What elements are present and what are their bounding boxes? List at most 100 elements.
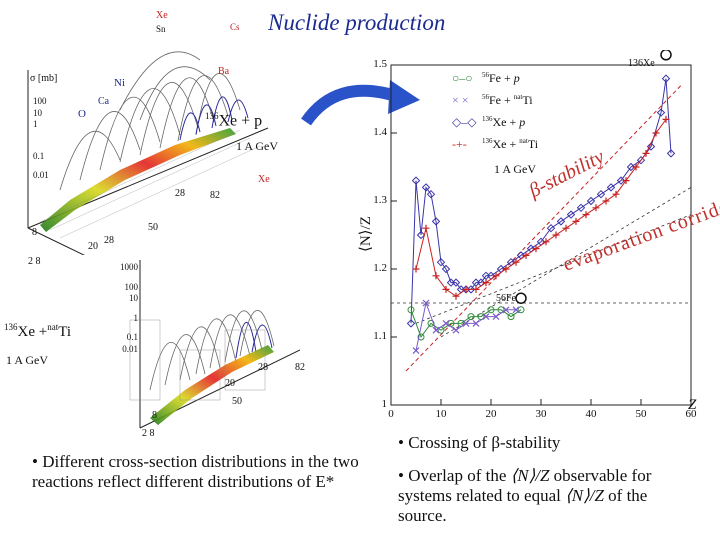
point-Xe+natTi: [532, 245, 540, 253]
point-Xe+p: [646, 142, 656, 151]
point-Xe+natTi: [642, 149, 650, 157]
point-Xe+natTi: [482, 279, 490, 287]
top-energy-label: 1 A GeV: [236, 139, 278, 153]
sigma-axis-title: σ [mb]: [30, 73, 58, 84]
xe136-marker: [660, 50, 672, 61]
top-z-tick-50: 50: [148, 222, 158, 233]
label-ni: Ni: [114, 77, 125, 89]
point-Xe+p: [436, 257, 446, 267]
point-Xe+p: [606, 183, 616, 192]
point-Xe+p: [586, 196, 596, 206]
chart-axes: [390, 64, 692, 406]
bottom-n-tick-28: 28: [258, 362, 268, 373]
y-tick-label: 1.3: [373, 194, 387, 206]
top-base-tick-8: 8: [32, 227, 37, 238]
grey-isotope-curves-2: [149, 310, 275, 391]
fe56-marker: [515, 292, 527, 304]
point-Xe+natTi: [552, 231, 560, 239]
point-Fe+p: [487, 306, 495, 314]
y-tick-label: 1.1: [373, 330, 387, 342]
top-n-tick-28: 28: [175, 188, 185, 199]
point-Fe+p: [417, 333, 425, 341]
point-Xe+natTi: [612, 190, 620, 198]
x-axis-title: Z: [688, 397, 697, 413]
point-Fe+natTi: [432, 326, 440, 334]
point-Fe+natTi: [442, 319, 450, 327]
label-xe-bottom: Xe: [258, 174, 270, 185]
point-Xe+natTi: [632, 163, 640, 171]
cross-section-heatmap: [40, 128, 236, 232]
x-tick-label: 10: [435, 408, 447, 420]
point-Fe+natTi: [472, 319, 480, 327]
point-Xe+p: [406, 319, 416, 328]
point-Xe+p: [626, 162, 636, 172]
y-tick-label: 1.4: [373, 126, 387, 138]
top-base-tick-20: 20: [88, 241, 98, 252]
point-Xe+p: [661, 74, 671, 83]
point-Xe+natTi: [442, 285, 450, 293]
x-tick-label: 60: [685, 408, 697, 420]
point-Xe+p: [426, 189, 436, 199]
point-Xe+natTi: [662, 115, 670, 123]
n-over-z-chart: [390, 50, 692, 406]
bullet-right-crossing: • Crossing of β-stability: [398, 433, 561, 452]
corridor-lower: [440, 187, 692, 338]
label-ba: Ba: [218, 66, 230, 77]
point-Xe+natTi: [562, 224, 570, 232]
point-Fe+natTi: [482, 313, 490, 321]
corridor-upper: [415, 214, 692, 324]
grey-isotope-curves: [59, 51, 241, 191]
point-Xe+natTi: [592, 204, 600, 212]
top-y-ticks: 100 10 1 0.1 0.01: [33, 96, 49, 181]
slide-title: Nuclide production: [268, 10, 446, 35]
point-Xe+natTi: [462, 285, 470, 293]
bottom-base-tick-8: 8: [152, 410, 157, 421]
point-Xe+natTi: [512, 258, 520, 266]
point-Xe+natTi: [472, 285, 480, 293]
point-Xe+p: [666, 149, 676, 158]
y-axis-title: ⟨N⟩/Z: [358, 216, 374, 252]
bullet-left: • Different cross-section distributions …: [32, 452, 359, 491]
point-Xe+p: [566, 210, 576, 219]
point-Xe+p: [431, 217, 441, 226]
point-Fe+natTi: [492, 313, 500, 321]
x-tick-label: 40: [585, 408, 597, 420]
point-Fe+p: [507, 313, 515, 321]
legend-item-fe-p: ○–○ 56Fe + p: [452, 71, 520, 85]
fe56-marker-label: 56Fe: [496, 293, 516, 304]
xe-ti-3d-plot: [129, 260, 300, 429]
floor-axes-2: [139, 260, 300, 429]
series-line-Xe+natTi: [415, 119, 667, 297]
label-o: O: [78, 108, 86, 120]
point-Xe+p: [556, 217, 566, 226]
point-Xe+p: [451, 278, 461, 287]
point-Xe+natTi: [622, 177, 630, 185]
chart-legend: ○–○ 56Fe + p × × 56Fe + natTi ◇–◇ 136Xe + p…: [452, 66, 572, 154]
point-Fe+p: [407, 306, 415, 314]
y-tick-label: 1.5: [373, 58, 387, 70]
point-Fe+natTi: [422, 299, 430, 307]
curved-arrow: [301, 80, 420, 126]
cross-section-heatmap-2: [150, 345, 274, 425]
point-Xe+p: [656, 108, 666, 117]
point-Fe+natTi: [462, 319, 470, 327]
point-Fe+p: [517, 306, 525, 314]
point-Xe+p: [576, 203, 586, 213]
x-tick-label: 0: [388, 408, 394, 420]
xe136-marker-label: 136Xe: [628, 58, 655, 69]
x-tick-label: 30: [535, 408, 547, 420]
x-tick-label: 50: [635, 408, 647, 420]
grid-bars: [129, 319, 266, 401]
legend-item-fe-ti: × × 56Fe + natTi: [452, 93, 533, 107]
legend-item-xe-p: ◇–◇ 136Xe + p: [452, 115, 526, 129]
bottom-energy-label: 1 A GeV: [6, 353, 48, 367]
point-Xe+p: [596, 189, 606, 199]
point-Xe+p: [616, 176, 626, 185]
y-tick-label: 1.2: [373, 262, 387, 274]
point-Fe+p: [467, 313, 475, 321]
point-Xe+p: [421, 183, 431, 192]
bottom-z-tick-20: 20: [225, 378, 235, 389]
point-Xe+p: [466, 285, 476, 294]
bottom-y-ticks: 1000 100 10 1 0.1 0.01: [120, 262, 138, 354]
bullet-right-overlap: • Overlap of the ⟨N⟩/Z observable for sy…: [398, 466, 652, 525]
